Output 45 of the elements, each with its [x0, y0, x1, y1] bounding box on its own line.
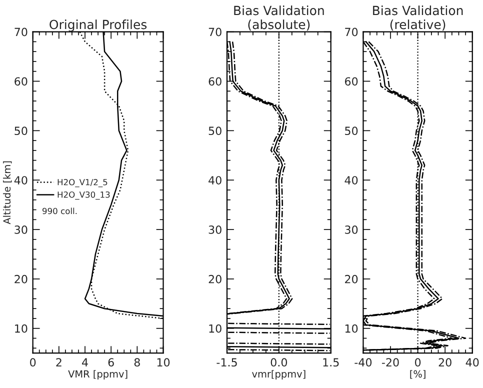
y-tick-label: 10: [345, 324, 358, 333]
chart-title: Bias Validation (relative): [373, 6, 463, 31]
y-tick-label: 20: [14, 274, 28, 284]
y-tick-label: 50: [345, 126, 358, 136]
x-tick-label: -40: [354, 358, 372, 367]
y-tick-label: 60: [344, 77, 358, 86]
x-tick-label: 2: [56, 358, 62, 366]
y-tick-label: 70: [208, 28, 222, 36]
x-axis-title: vmr[ppmv]: [252, 370, 306, 380]
x-tick-label: 0: [414, 358, 421, 367]
x-tick-label: 20: [438, 358, 452, 367]
x-tick-label: 4: [82, 358, 88, 366]
y-tick-label: 10: [209, 324, 222, 333]
y-tick-label: 60: [14, 77, 28, 86]
y-tick-label: 30: [208, 225, 222, 234]
x-axis-title: VMR [ppmv]: [68, 370, 128, 380]
x-tick-label: -1.5: [216, 358, 237, 367]
y-tick-label: 70: [14, 28, 28, 36]
x-tick-label: -20: [382, 358, 399, 367]
y-axis-title: Altitude [km]: [3, 161, 12, 224]
y-tick-label: 10: [15, 324, 28, 333]
y-tick-label: 30: [345, 225, 358, 234]
y-tick-label: 70: [345, 28, 358, 36]
x-tick-label: 0.0: [270, 358, 288, 367]
chart-title: Original Profiles: [50, 20, 147, 32]
y-tick-label: 50: [14, 126, 28, 136]
x-tick-label: 0: [30, 358, 36, 367]
y-tick-label: 40: [208, 176, 222, 184]
x-axis-title: [%]: [410, 370, 426, 379]
x-tick-label: 8: [134, 358, 140, 367]
y-tick-label: 20: [345, 274, 358, 284]
x-tick-label: 40: [466, 358, 479, 367]
legend-label: H2O_V1/2_5: [58, 179, 108, 188]
x-tick-label: 1.5: [323, 358, 339, 367]
x-tick-label: 6: [108, 358, 114, 367]
annotation: 990 coll.: [42, 208, 77, 214]
legend-label: H2O_V30_13: [58, 191, 110, 200]
y-tick-label: 50: [208, 126, 222, 136]
y-tick-label: 40: [344, 176, 358, 184]
y-tick-label: 20: [208, 274, 222, 284]
y-tick-label: 60: [208, 77, 222, 86]
x-tick-label: 10: [157, 358, 170, 367]
y-tick-label: 40: [14, 176, 28, 184]
y-tick-label: 30: [14, 225, 28, 234]
chart-title: Bias Validation (absolute): [234, 6, 324, 31]
